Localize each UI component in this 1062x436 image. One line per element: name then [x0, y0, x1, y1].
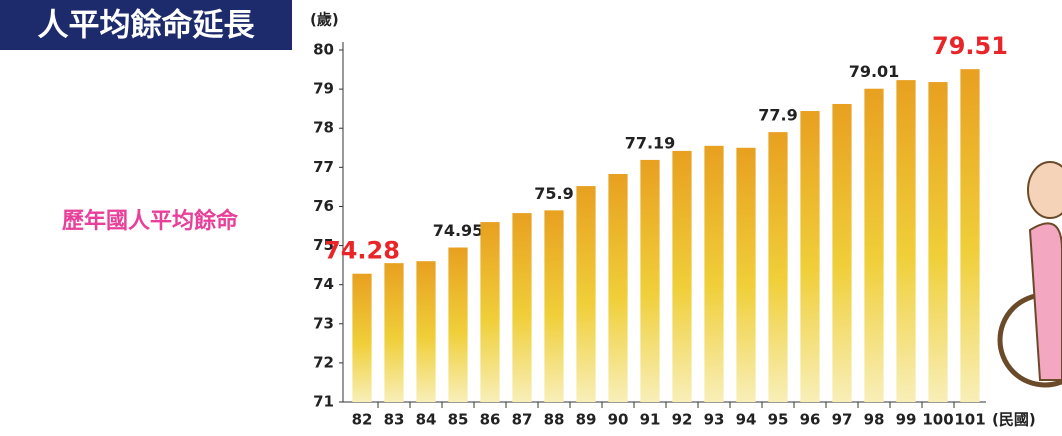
bar: [416, 261, 435, 402]
bar: [928, 82, 947, 402]
x-tick-label: 100: [922, 411, 953, 429]
illustration: [1000, 162, 1062, 385]
x-tick-label: 99: [896, 411, 917, 429]
value-label: 74.28: [324, 237, 400, 265]
bar: [544, 210, 563, 402]
x-tick-label: 87: [512, 411, 533, 429]
bar: [896, 80, 915, 402]
x-tick-label: 94: [736, 411, 757, 429]
x-axis-label: (民國): [992, 411, 1036, 429]
y-tick-label: 72: [313, 353, 334, 371]
x-tick-label: 85: [448, 411, 469, 429]
body: [1030, 223, 1062, 380]
bar: [448, 248, 467, 402]
y-tick-label: 78: [313, 119, 334, 137]
bar: [512, 213, 531, 402]
x-tick-label: 98: [864, 411, 885, 429]
y-tick-label: 74: [313, 275, 334, 293]
value-label: 79.51: [932, 32, 1008, 60]
x-tick-label: 82: [352, 411, 373, 429]
bar: [864, 89, 883, 402]
bar: [576, 186, 595, 402]
bar: [640, 160, 659, 402]
head: [1028, 162, 1062, 218]
x-tick-label: 95: [768, 411, 789, 429]
y-tick-label: 71: [313, 393, 334, 411]
x-tick-label: 86: [480, 411, 501, 429]
x-tick-label: 92: [672, 411, 693, 429]
x-tick-label: 83: [384, 411, 405, 429]
bar: [832, 104, 851, 402]
bar: [352, 274, 371, 402]
x-tick-label: 96: [800, 411, 821, 429]
value-label: 75.9: [534, 184, 573, 203]
y-tick-label: 79: [313, 80, 334, 98]
y-tick-label: 73: [313, 314, 334, 332]
x-tick-label: 91: [640, 411, 661, 429]
chart-subtitle: 歷年國人平均餘命: [62, 208, 239, 234]
bar: [960, 69, 979, 402]
bar: [704, 146, 723, 402]
bar: [800, 111, 819, 402]
bar: [768, 132, 787, 402]
bar: [672, 151, 691, 402]
x-tick-label: 90: [608, 411, 629, 429]
bar: [736, 148, 755, 402]
x-tick-label: 89: [576, 411, 597, 429]
x-tick-label: 93: [704, 411, 725, 429]
value-label: 77.9: [758, 106, 797, 125]
x-tick-label: 84: [416, 411, 437, 429]
x-tick-label: 97: [832, 411, 853, 429]
chart: 人平均餘命延長 歷年國人平均餘命 (歲) (民國) 71727374757677…: [0, 0, 1062, 436]
value-label: 79.01: [849, 62, 900, 81]
value-label: 74.95: [433, 221, 484, 240]
bar: [480, 222, 499, 402]
y-axis-label: (歲): [310, 11, 339, 29]
bar: [384, 263, 403, 402]
x-tick-label: 88: [544, 411, 565, 429]
bar: [608, 174, 627, 402]
y-tick-label: 80: [313, 41, 334, 59]
y-tick-label: 76: [313, 197, 334, 215]
page-title: 人平均餘命延長: [38, 8, 256, 44]
x-tick-label: 101: [954, 411, 985, 429]
value-label: 77.19: [625, 133, 676, 152]
y-tick-label: 77: [313, 158, 334, 176]
